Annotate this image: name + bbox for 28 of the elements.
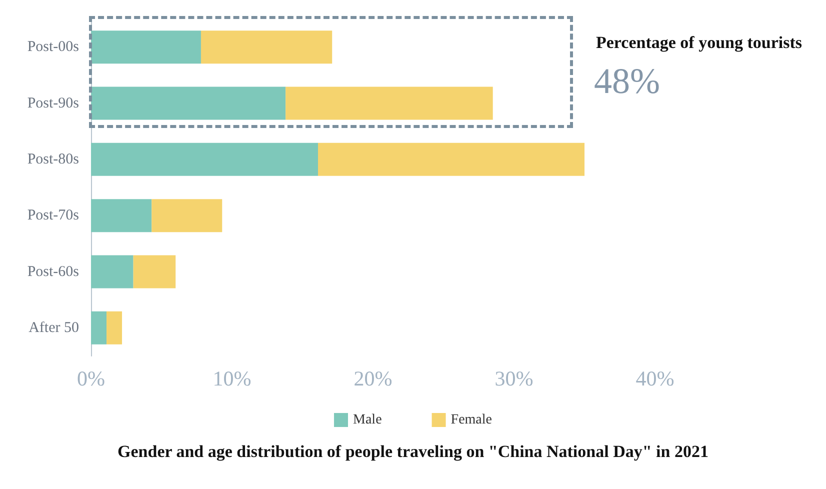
y-tick-label: Post-00s: [27, 39, 80, 56]
bar: [91, 142, 318, 176]
x-tick-label: 0%: [77, 366, 105, 390]
bar: [200, 30, 332, 64]
y-tick-label: After 50: [28, 320, 79, 336]
text: Gender and age distribution of people traveling on "China National Day" in 2021: [118, 442, 708, 461]
x-tick-label: 40%: [636, 366, 674, 390]
y-tick-label: Post-80s: [27, 151, 80, 168]
bar: [91, 199, 152, 232]
legend-label: Female: [450, 412, 492, 428]
bar: [152, 199, 222, 232]
y-tick-label: Post-70s: [27, 208, 80, 224]
x-tick-label: 30%: [494, 366, 534, 390]
legend-label: Male: [353, 412, 382, 428]
bar: [91, 86, 286, 120]
annotation: Percentage of young tourists: [596, 33, 802, 53]
y-tick-label: Post-60s: [27, 264, 80, 280]
y-tick-label: Post-90s: [27, 95, 80, 112]
bar: [318, 142, 584, 176]
x-tick-label: 20%: [354, 366, 392, 390]
x-tick-label: 10%: [212, 366, 252, 390]
bar: [91, 255, 134, 288]
annotation: 48%: [594, 60, 660, 102]
bar: [91, 30, 201, 64]
bar: [91, 311, 107, 344]
bar: [106, 311, 122, 344]
bar: [286, 86, 493, 120]
bar: [133, 255, 176, 288]
